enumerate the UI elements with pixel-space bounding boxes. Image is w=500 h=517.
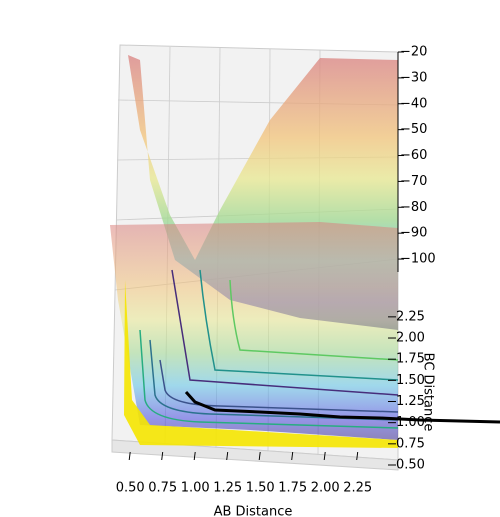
x-tick-label: 0.50 xyxy=(116,481,145,496)
x-tick xyxy=(258,451,261,461)
x-tick-label: 2.25 xyxy=(343,481,372,496)
y-tick-label: 2.00 xyxy=(396,331,425,346)
x-tick xyxy=(128,451,131,461)
z-tick-label: −30 xyxy=(400,70,427,85)
x-tick-label: 1.75 xyxy=(278,481,307,496)
y-tick-label: 1.25 xyxy=(396,394,425,409)
z-tick-label: −40 xyxy=(400,96,427,111)
z-tick-label: −100 xyxy=(400,252,436,267)
x-axis-label: AB Distance xyxy=(214,505,293,517)
x-tick xyxy=(193,451,196,461)
y-tick-label: 1.75 xyxy=(396,352,425,367)
z-tick-label: −90 xyxy=(400,226,427,241)
z-tick-label: −50 xyxy=(400,122,427,137)
x-tick-label: 1.50 xyxy=(246,481,275,496)
x-tick xyxy=(291,451,294,461)
surface xyxy=(110,55,399,448)
y-tick-label: 0.75 xyxy=(396,436,425,451)
x-tick xyxy=(226,451,229,461)
y-axis-label: BC Distance xyxy=(421,353,436,432)
y-tick-label: 1.00 xyxy=(396,415,425,430)
z-tick-label: −60 xyxy=(400,148,427,163)
x-tick xyxy=(161,451,164,461)
z-tick-label: −20 xyxy=(400,45,427,60)
x-tick-label: 2.00 xyxy=(311,481,340,496)
y-tick-label: 1.50 xyxy=(396,373,425,388)
z-tick-label: −70 xyxy=(400,174,427,189)
y-tick-label: 0.50 xyxy=(396,458,425,473)
x-tick-label: 0.75 xyxy=(148,481,177,496)
x-tick-label: 1.25 xyxy=(213,481,242,496)
y-tick-label: 2.25 xyxy=(396,309,425,324)
x-tick-label: 1.00 xyxy=(181,481,210,496)
x-tick xyxy=(323,451,326,461)
x-tick xyxy=(356,451,359,461)
trajectory xyxy=(184,390,500,424)
z-tick-label: −80 xyxy=(400,200,427,215)
